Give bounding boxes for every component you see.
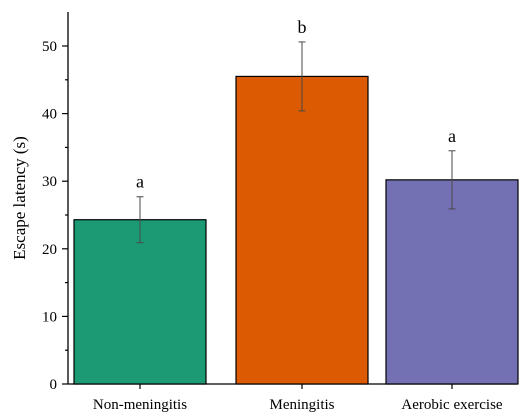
x-tick-label-0: Non-meningitis [93, 397, 187, 413]
bar-non-meningitis [73, 219, 207, 385]
bar-meningitis [235, 75, 369, 385]
y-tick-label-20: 20 [42, 242, 57, 258]
x-tick-label-1: Meningitis [269, 397, 334, 413]
significance-label-2: a [448, 126, 456, 146]
y-tick-label-0: 0 [50, 377, 58, 393]
y-tick-label-40: 40 [42, 107, 57, 123]
y-axis-label: Escape latency (s) [10, 136, 29, 260]
y-tick-label-50: 50 [42, 39, 57, 55]
plot-area: 0 10 20 30 40 50 a Non-meningitis b Meningitis a Ae… [42, 12, 519, 413]
y-tick-label-10: 10 [42, 309, 57, 325]
x-tick-label-2: Aerobic exercise [401, 397, 503, 413]
significance-label-0: a [136, 172, 144, 192]
bar-aerobic-exercise [385, 179, 519, 385]
significance-label-1: b [298, 17, 307, 37]
y-tick-label-30: 30 [42, 174, 57, 190]
